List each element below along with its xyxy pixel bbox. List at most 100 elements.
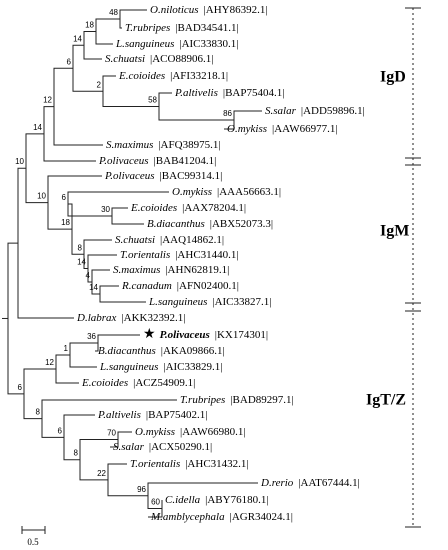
species: L.sanguineus xyxy=(99,361,158,373)
accession: |BAB41204.1| xyxy=(154,155,217,167)
leaf-label: B.diacanthus |AKA09866.1| xyxy=(98,345,225,357)
species: T.rubripes xyxy=(125,22,170,34)
accession: |AAW66980.1| xyxy=(180,426,246,438)
marker: ★ xyxy=(143,327,156,342)
species: P.olivaceus xyxy=(160,329,210,341)
species: R.canadum xyxy=(121,280,172,292)
leaf-label: P.altivelis |BAP75404.1| xyxy=(174,87,284,99)
bootstrap-value: 70 xyxy=(107,429,116,438)
leaf-label: T.rubripes |BAD34541.1| xyxy=(125,22,239,34)
bootstrap-value: 10 xyxy=(15,157,24,166)
accession: |AKA09866.1| xyxy=(161,345,225,357)
accession: |BAD89297.1| xyxy=(230,394,293,406)
bootstrap-value: 48 xyxy=(109,8,118,17)
accession: |AIC33827.1| xyxy=(212,296,271,308)
bootstrap-value: 1 xyxy=(64,344,69,353)
leaf-label: O.niloticus |AHY86392.1| xyxy=(150,4,268,16)
bootstrap-value: 2 xyxy=(97,80,102,89)
accession: |AHC31432.1| xyxy=(185,458,248,470)
accession: |KX174301| xyxy=(215,329,268,341)
species: L.sanguineus xyxy=(115,38,174,50)
leaf-label: ★ P.olivaceus |KX174301| xyxy=(143,327,268,342)
bootstrap-value: 8 xyxy=(74,449,79,458)
bootstrap-value: 6 xyxy=(58,426,63,435)
accession: |AAW66977.1| xyxy=(272,123,338,135)
group-label: IgT/Z xyxy=(366,392,406,409)
leaf-label: S.chuatsi |ACO88906.1| xyxy=(105,53,213,65)
species: O.mykiss xyxy=(172,186,212,198)
bootstrap-value: 8 xyxy=(78,243,83,252)
bootstrap-value: 14 xyxy=(89,283,98,292)
bootstrap-value: 86 xyxy=(223,109,232,118)
accession: |AFI33218.1| xyxy=(170,70,228,82)
leaf-label: T.orientalis |AHC31432.1| xyxy=(130,458,249,470)
leaf-label: S.salar |ACX50290.1| xyxy=(113,441,212,453)
leaf-label: E.coioides |AFI33218.1| xyxy=(118,70,228,82)
leaf-label: D.labrax |AKK32392.1| xyxy=(76,312,185,324)
species: E.coioides xyxy=(118,70,165,82)
branch xyxy=(47,175,102,230)
accession: |AIC33829.1| xyxy=(163,361,222,373)
species: T.orientalis xyxy=(120,249,170,261)
leaf-label: O.mykiss |AAW66980.1| xyxy=(135,426,246,438)
bootstrap-value: 36 xyxy=(87,332,96,341)
group-label: IgM xyxy=(380,223,409,240)
leaf-label: S.salar |ADD59896.1| xyxy=(265,105,365,117)
species: T.orientalis xyxy=(130,458,180,470)
bootstrap-value: 6 xyxy=(67,57,72,66)
species: S.chuatsi xyxy=(105,53,145,65)
branch xyxy=(69,342,98,368)
bootstrap-value: 12 xyxy=(43,96,52,105)
leaf-label: O.mykiss |AAW66977.1| xyxy=(227,123,338,135)
bootstrap-value: 14 xyxy=(33,123,42,132)
leaf-label: B.diacanthus |ABX52073.3| xyxy=(147,218,273,230)
leaf-label: R.canadum |AFN02400.1| xyxy=(121,280,239,292)
bootstrap-value: 8 xyxy=(36,408,41,417)
accession: |AFN02400.1| xyxy=(177,280,239,292)
leaf-label: P.altivelis |BAP75402.1| xyxy=(97,409,207,421)
scale-label: 0.5 xyxy=(27,537,39,547)
species: M.amblycephala xyxy=(150,511,225,523)
species: E.coioides xyxy=(81,377,128,389)
bootstrap-value: 30 xyxy=(101,205,110,214)
leaf-label: D.rerio |AAT67444.1| xyxy=(260,477,360,489)
species: C.idella xyxy=(165,494,201,506)
species: B.diacanthus xyxy=(98,345,156,357)
accession: |ABX52073.3| xyxy=(210,218,273,230)
accession: |ACX50290.1| xyxy=(149,441,212,453)
bootstrap-value: 22 xyxy=(97,469,106,478)
bootstrap-value: 12 xyxy=(45,358,54,367)
species: L.sanguineus xyxy=(148,296,207,308)
leaf-label: M.amblycephala |AGR34024.1| xyxy=(150,511,293,523)
leaf-label: L.sanguineus |AIC33830.1| xyxy=(115,38,238,50)
species: S.salar xyxy=(265,105,297,117)
accession: |AKK32392.1| xyxy=(121,312,185,324)
species: T.rubripes xyxy=(180,394,225,406)
accession: |AGR34024.1| xyxy=(230,511,293,523)
accession: |ACO88906.1| xyxy=(150,53,213,65)
leaf-label: S.maximus |AFQ38975.1| xyxy=(106,139,221,151)
species: S.maximus xyxy=(113,264,160,276)
branch xyxy=(83,31,102,60)
species: S.salar xyxy=(113,441,145,453)
species: O.mykiss xyxy=(135,426,175,438)
bootstrap-value: 58 xyxy=(148,96,157,105)
species: D.rerio xyxy=(260,477,294,489)
species: O.mykiss xyxy=(227,123,267,135)
leaf-label: T.orientalis |AHC31440.1| xyxy=(120,249,239,261)
species: S.maximus xyxy=(106,139,153,151)
leaf-label: E.coioides |AAX78204.1| xyxy=(130,202,246,214)
accession: |BAP75404.1| xyxy=(223,87,285,99)
leaf-label: L.sanguineus |AIC33829.1| xyxy=(99,361,222,373)
species: P.altivelis xyxy=(97,409,141,421)
accession: |AHC31440.1| xyxy=(175,249,238,261)
accession: |ADD59896.1| xyxy=(301,105,365,117)
bootstrap-value: 14 xyxy=(77,258,86,267)
branch xyxy=(43,106,96,162)
species: P.olivaceus xyxy=(98,155,149,167)
leaf-label: S.chuatsi |AAQ14862.1| xyxy=(115,234,224,246)
leaf-label: C.idella |ABY76180.1| xyxy=(165,494,269,506)
species: B.diacanthus xyxy=(147,218,205,230)
accession: |BAP75402.1| xyxy=(146,409,208,421)
